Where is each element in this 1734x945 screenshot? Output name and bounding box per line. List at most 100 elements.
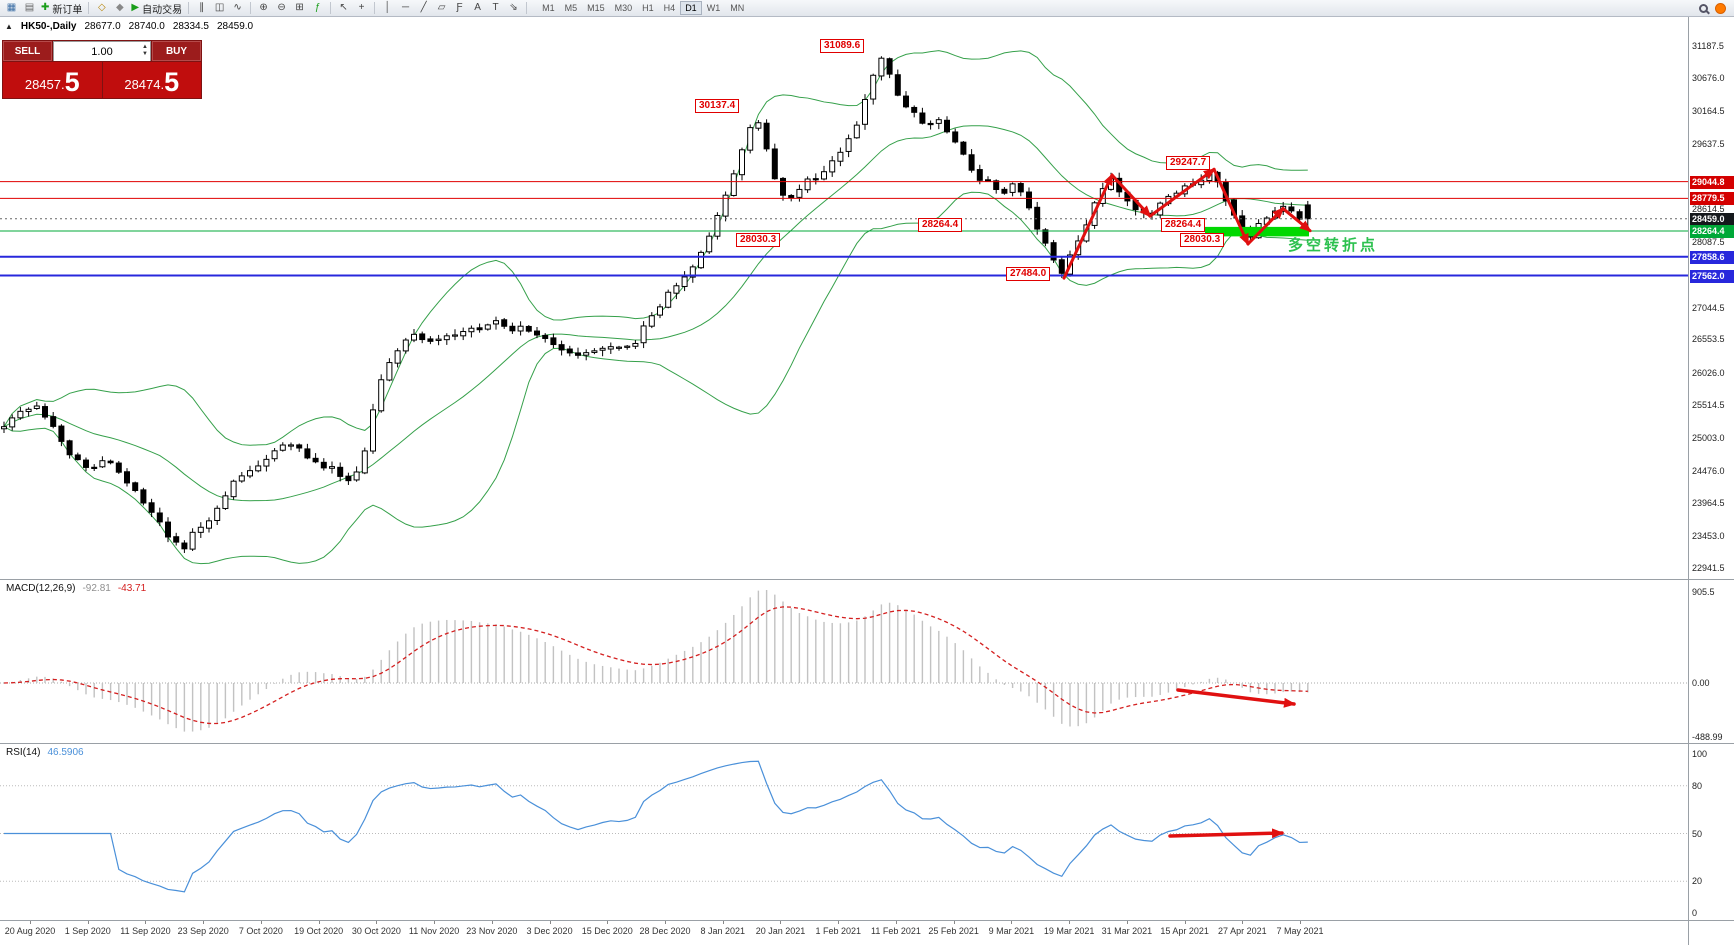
crosshair-button[interactable]: +: [353, 1, 370, 16]
price-annotation[interactable]: 27484.0: [1006, 267, 1051, 282]
macd-indicator-label: MACD(12,26,9) -92.81 -43.71: [6, 583, 146, 594]
sell-price-button[interactable]: 28457. 5: [3, 62, 102, 98]
cursor-icon: ↖: [339, 2, 348, 13]
toolbar-separator: [526, 2, 528, 14]
sell-price-main: 28457.: [24, 77, 65, 92]
new-order-icon: ✚: [41, 2, 50, 13]
price-tick: 26553.5: [1692, 334, 1725, 345]
experts-button[interactable]: ◆: [111, 1, 128, 16]
date-tick: [607, 921, 609, 924]
price-tick: 23964.5: [1692, 498, 1725, 509]
rsi-scale-tick: 80: [1692, 780, 1703, 791]
time-axis[interactable]: 20 Aug 2020 1 Sep 2020 11 Sep 2020 23 Sep 2…: [0, 921, 1688, 945]
tile-windows-button[interactable]: ⊞: [291, 1, 308, 16]
macd-panel-separator[interactable]: [0, 579, 1734, 580]
sell-button[interactable]: SELL: [3, 41, 52, 61]
rsi-indicator-label: RSI(14) 46.5906: [6, 747, 84, 758]
price-tick: 22941.5: [1692, 563, 1725, 573]
new-order-button-label: 新订单: [52, 4, 83, 16]
buy-price-button[interactable]: 28474. 5: [102, 62, 201, 98]
date-tick: [87, 921, 89, 924]
price-annotation[interactable]: 30137.4: [695, 99, 740, 114]
fibonacci-button[interactable]: Ƒ: [451, 1, 468, 16]
timeframe-w1[interactable]: W1: [702, 1, 726, 15]
timeframe-m5[interactable]: M5: [560, 1, 583, 15]
label-icon: T: [492, 2, 499, 13]
new-order-button[interactable]: ✚ 新订单: [39, 1, 84, 16]
price-scale[interactable]: 31187.5 30676.0 30164.5 29637.5 28614.5 28087…: [1688, 17, 1734, 945]
cursor-button[interactable]: ↖: [335, 1, 352, 16]
buy-price-main: 28474.: [124, 77, 165, 92]
new-chart-button[interactable]: ▦: [3, 1, 20, 16]
date-tick: [318, 921, 320, 924]
rsi-scale-tick: 0: [1692, 908, 1698, 918]
volume-down-button[interactable]: ▼: [142, 51, 148, 57]
timeframe-toolbar: M1 M5 M15 M30 H1 H4 D1 W1 MN: [537, 1, 749, 15]
timeframe-mn[interactable]: MN: [725, 1, 749, 15]
date-label: 7 May 2021: [1276, 926, 1324, 936]
date-label: 25 Feb 2021: [928, 926, 979, 936]
price-annotation[interactable]: 28264.4: [1161, 218, 1206, 233]
price-tag: 28264.4: [1690, 225, 1734, 239]
auto-trading-button[interactable]: ▶ 自动交易: [129, 1, 184, 16]
volume-stepper[interactable]: ▲ ▼: [53, 41, 151, 61]
turning-point-label[interactable]: 多空转折点: [1288, 237, 1379, 254]
rsi-scale-tick: 100: [1692, 749, 1708, 759]
label-button[interactable]: T: [487, 1, 504, 16]
channel-button[interactable]: ▱: [433, 1, 450, 16]
indicators-button[interactable]: ƒ: [309, 1, 326, 16]
timeframe-m1[interactable]: M1: [537, 1, 560, 15]
rsi-name: RSI(14): [6, 747, 41, 758]
timeframe-m15[interactable]: M15: [582, 1, 610, 15]
one-click-toggle-icon[interactable]: ▲: [5, 22, 13, 31]
timeframe-h1[interactable]: H1: [637, 1, 659, 15]
date-tick: [376, 921, 378, 924]
date-tick: [1069, 921, 1071, 924]
chart-profiles-button[interactable]: ▤: [21, 1, 38, 16]
timeframe-m30[interactable]: M30: [610, 1, 638, 15]
date-label: 19 Oct 2020: [294, 926, 344, 936]
vertical-line-button[interactable]: │: [379, 1, 396, 16]
date-tick: [895, 921, 897, 924]
price-tick: 27044.5: [1692, 303, 1725, 314]
line-chart-button[interactable]: ∿: [229, 1, 246, 16]
text-button[interactable]: A: [469, 1, 486, 16]
rsi-panel-separator[interactable]: [0, 743, 1734, 744]
search-icon[interactable]: [1699, 3, 1708, 13]
rsi-value: 46.5906: [47, 747, 84, 758]
price-annotation[interactable]: 28264.4: [918, 218, 963, 233]
date-tick: [1184, 921, 1186, 924]
metaeditor-button[interactable]: ◇: [93, 1, 110, 16]
timeframe-d1[interactable]: D1: [680, 1, 702, 15]
price-tag: 28779.5: [1690, 192, 1734, 206]
date-label: 11 Feb 2021: [871, 926, 921, 936]
auto-trading-button-label: 自动交易: [142, 4, 183, 16]
timeframe-h4[interactable]: H4: [659, 1, 681, 15]
notification-badge[interactable]: [1715, 2, 1726, 14]
price-annotation[interactable]: 28030.3: [736, 232, 781, 247]
arrows-tool-button[interactable]: ⇘: [505, 1, 522, 16]
buy-button[interactable]: BUY: [152, 41, 201, 61]
trendline-button[interactable]: ╱: [415, 1, 432, 16]
price-annotation[interactable]: 31089.6: [820, 39, 865, 54]
zoom-in-button[interactable]: ⊕: [255, 1, 272, 16]
date-tick: [491, 921, 493, 924]
volume-input[interactable]: [54, 43, 150, 61]
bar-chart-button[interactable]: ∥: [193, 1, 210, 16]
date-tick: [434, 921, 436, 924]
channel-icon: ▱: [437, 2, 446, 13]
date-tick: [1011, 921, 1013, 924]
zoom-out-button[interactable]: ⊖: [273, 1, 290, 16]
new-chart-icon: ▦: [6, 2, 17, 13]
date-label: 11 Nov 2020: [408, 926, 460, 936]
volume-up-button[interactable]: ▲: [142, 44, 148, 50]
horizontal-line-button[interactable]: ─: [397, 1, 414, 16]
candlestick-chart-button[interactable]: ◫: [211, 1, 228, 16]
price-annotation[interactable]: 28030.3: [1180, 232, 1225, 247]
price-annotation[interactable]: 29247.7: [1166, 155, 1211, 170]
line-chart-icon: ∿: [233, 2, 242, 13]
price-tick: 31187.5: [1692, 41, 1724, 51]
date-tick: [1300, 921, 1302, 924]
